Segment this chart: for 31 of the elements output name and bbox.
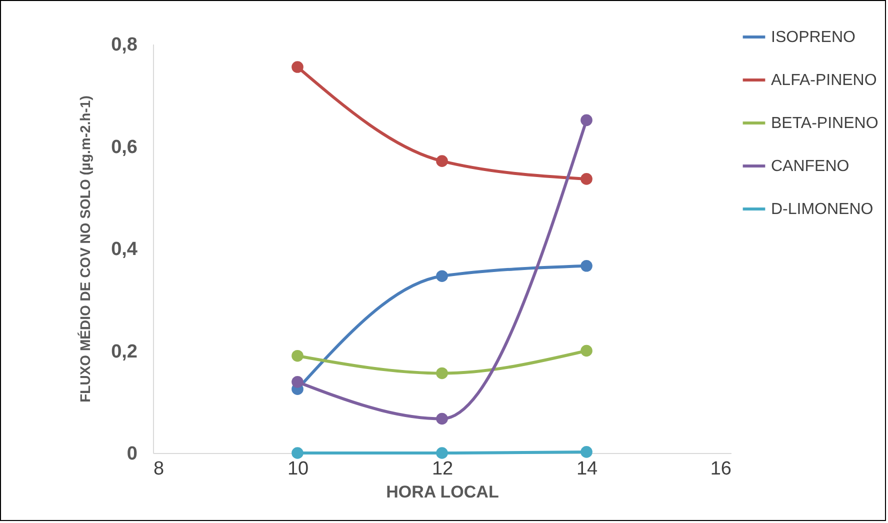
point [580, 173, 592, 185]
y-tick-label: 0,2 [111, 341, 138, 362]
point [436, 367, 448, 380]
legend-label: D-LIMONENO [771, 201, 874, 218]
point [436, 412, 448, 425]
point [436, 270, 448, 282]
y-tick-label: 0,6 [111, 136, 138, 158]
point [292, 61, 304, 73]
x-tick-label: 16 [710, 458, 732, 480]
legend-label: CANFENO [771, 158, 850, 175]
point [292, 376, 304, 388]
point [580, 260, 592, 272]
y-axis-title: FLUXO MÉDIO DE COV NO SOLO (µg.m-2.h-1) [77, 96, 94, 402]
y-tick-label: 0 [126, 444, 138, 464]
point [580, 344, 592, 357]
x-tick-label: 12 [432, 458, 454, 480]
legend-label: ISOPRENO [771, 29, 856, 46]
point [436, 155, 448, 167]
legend-label: BETA-PINENO [771, 115, 878, 132]
point [292, 447, 304, 459]
x-tick-label: 8 [154, 458, 164, 480]
point [580, 446, 592, 458]
x-axis-title: HORA LOCAL [386, 482, 499, 502]
point [292, 350, 304, 362]
x-tick-label: 14 [576, 458, 598, 480]
x-tick-label: 10 [287, 458, 309, 480]
point [436, 447, 448, 459]
point [580, 114, 592, 126]
y-tick-label: 0,4 [111, 239, 138, 260]
y-tick-label: 0,8 [111, 34, 138, 56]
legend-label: ALFA-PINENO [771, 72, 877, 89]
